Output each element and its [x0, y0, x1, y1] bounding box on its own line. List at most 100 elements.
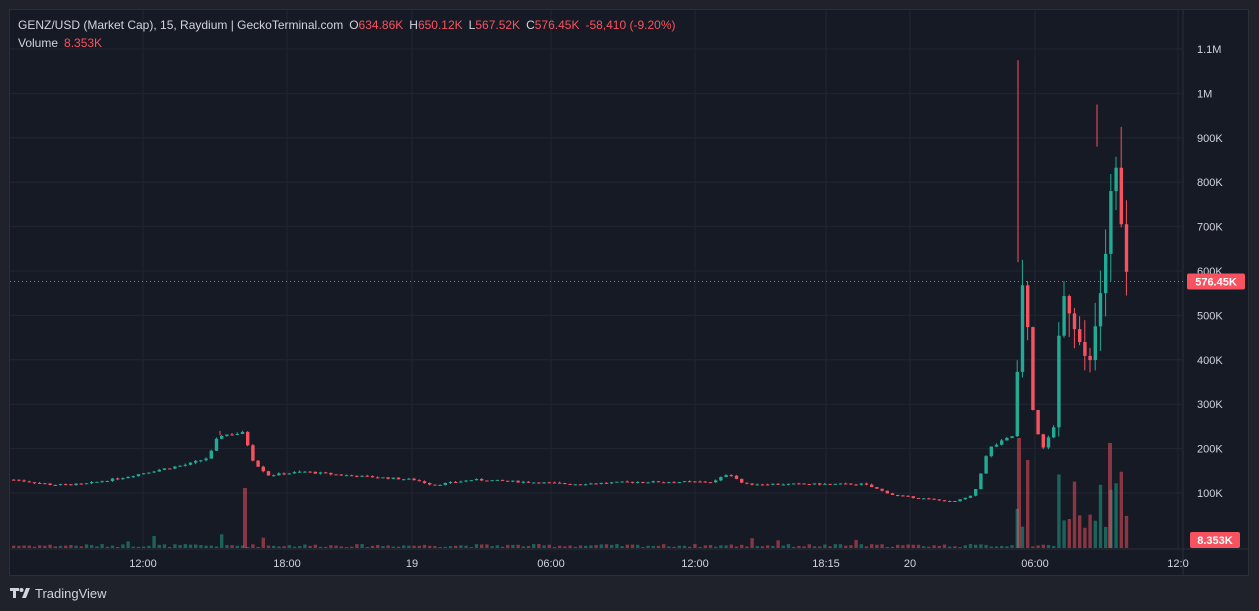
candle-body: [1098, 293, 1103, 327]
volume-bar: [277, 546, 281, 548]
volume-bar: [818, 546, 822, 548]
volume-bar: [1114, 483, 1118, 548]
volume-bar: [511, 544, 515, 548]
volume-bar: [396, 546, 401, 548]
tradingview-footer[interactable]: TradingView: [10, 584, 107, 602]
x-tick-label: 12:0: [1167, 558, 1188, 570]
volume-bar: [542, 545, 546, 548]
volume-bar: [272, 545, 276, 548]
volume-bar: [1088, 514, 1092, 548]
x-tick-label: 06:00: [537, 558, 565, 570]
candle-body: [90, 482, 94, 484]
volume-bar: [381, 546, 385, 548]
candle-body: [672, 482, 676, 484]
candle-body: [157, 469, 161, 472]
candle-body: [537, 482, 541, 484]
candle-body: [745, 482, 749, 484]
candlestick-chart[interactable]: 1.1M1M900K800K700K600K500K400K300K200K10…: [0, 0, 1259, 580]
candle-body: [110, 478, 115, 482]
chart-legend: GENZ/USD (Market Cap), 15, Raydium | Gec…: [18, 16, 676, 52]
last-volume-tag-label: 8.353K: [1197, 535, 1233, 547]
candle-body: [610, 482, 614, 484]
volume-bar: [646, 545, 650, 548]
chart-frame[interactable]: [9, 9, 1249, 576]
volume-bar: [459, 545, 463, 548]
candle-body: [604, 482, 609, 484]
candle-body: [942, 500, 947, 502]
volume-bar: [1046, 545, 1051, 548]
volume-bar: [100, 544, 104, 548]
candle-body: [802, 483, 806, 485]
candle-body: [1057, 335, 1061, 428]
volume-bar: [937, 545, 941, 548]
volume-bar: [495, 545, 499, 548]
volume-bar: [859, 544, 863, 548]
volume-bar: [287, 545, 291, 548]
volume-bar: [1031, 546, 1035, 548]
volume-bar: [693, 544, 697, 548]
candle-body: [438, 484, 442, 486]
volume-bar: [1041, 544, 1045, 548]
volume-bar: [230, 545, 234, 548]
volume-bar: [911, 544, 915, 548]
volume-bar: [630, 544, 635, 548]
candle-body: [1041, 434, 1045, 448]
candle-body: [251, 445, 255, 461]
candle-body: [927, 498, 931, 500]
candle-body: [651, 481, 655, 483]
candle-body: [662, 482, 666, 484]
volume-bar: [828, 546, 832, 548]
candle-body: [552, 482, 557, 484]
volume-bar: [209, 545, 213, 548]
candle-body: [178, 465, 182, 467]
legend-volume-label: Volume: [18, 36, 59, 50]
candle-body: [230, 434, 234, 436]
candle-body: [703, 481, 707, 483]
volume-bar: [506, 544, 510, 548]
volume-bar: [90, 545, 94, 548]
volume-bar: [225, 545, 229, 548]
volume-bar: [162, 544, 167, 548]
candle-body: [714, 480, 718, 483]
candle-body: [844, 483, 848, 485]
candle-body: [282, 473, 286, 475]
candle-body: [350, 475, 354, 477]
candle-body: [682, 481, 687, 483]
candle-body: [64, 484, 68, 486]
candle-body: [214, 438, 219, 451]
candle-body: [547, 482, 551, 484]
candle-body: [896, 494, 900, 496]
candle-body: [979, 473, 983, 490]
candle-body: [511, 480, 515, 482]
candle-body: [1052, 427, 1056, 438]
volume-bar: [1036, 545, 1040, 548]
volume-bar: [584, 545, 588, 548]
legend-high-value: 650.12K: [417, 18, 463, 32]
volume-bar: [194, 544, 198, 548]
volume-bar: [932, 545, 936, 548]
candle-body: [776, 483, 780, 485]
candle-body: [890, 493, 895, 495]
candle-body: [12, 479, 16, 481]
candle-body: [199, 460, 203, 462]
volume-bar: [243, 488, 247, 548]
candle-body: [584, 484, 588, 486]
candle-body: [1015, 371, 1019, 437]
candle-body: [656, 481, 661, 483]
x-tick-label: 12:00: [129, 558, 157, 570]
volume-bar: [885, 546, 889, 548]
volume-bar: [968, 544, 973, 548]
volume-bar: [246, 546, 250, 548]
volume-bar: [760, 546, 765, 548]
candle-body: [1062, 296, 1066, 336]
volume-bar: [235, 545, 239, 548]
volume-bar: [183, 544, 187, 548]
x-tick-label: 06:00: [1021, 558, 1049, 570]
volume-bar: [152, 535, 156, 548]
candle-body: [1020, 285, 1025, 372]
volume-bar: [1052, 546, 1056, 548]
candle-body: [136, 474, 141, 477]
candle-body: [454, 482, 458, 484]
volume-bar: [958, 546, 962, 548]
volume-bar: [1093, 520, 1097, 548]
